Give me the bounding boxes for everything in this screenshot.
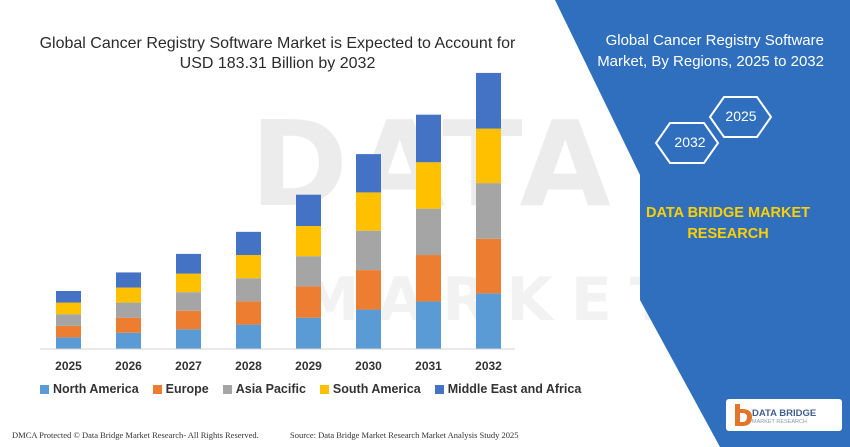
legend-item-2: Asia Pacific: [222, 382, 306, 396]
chart-title-line1: Global Cancer Registry Software Market i…: [39, 35, 516, 52]
bar-2028-series-3: [236, 255, 261, 279]
brand-line2: RESEARCH: [687, 226, 769, 242]
bar-2030-series-0: [356, 309, 381, 349]
legend-swatch-2: [222, 384, 232, 394]
bar-2031-series-1: [416, 255, 441, 302]
bar-2029-series-0: [296, 317, 321, 349]
bar-2026-series-1: [116, 317, 141, 333]
panel-title-line1: Global Cancer Registry Software: [605, 32, 824, 49]
hexagon-2032-shape: [654, 122, 720, 164]
bar-2029-series-1: [296, 286, 321, 318]
x-tick-label-2025: 2025: [55, 359, 82, 373]
bar-2025-series-4: [56, 291, 81, 303]
legend-item-0: North America: [40, 382, 139, 396]
hexagon-2032-label: 2032: [674, 134, 706, 150]
bar-2027-series-1: [176, 310, 201, 330]
bar-2027-series-3: [176, 273, 201, 293]
bar-2027-series-4: [176, 253, 201, 274]
footer-copyright: DMCA Protected © Data Bridge Market Rese…: [12, 430, 259, 440]
bars-group: [56, 72, 501, 349]
bar-2025-series-3: [56, 302, 81, 315]
bar-2028-series-2: [236, 278, 261, 302]
legend-label-2: Asia Pacific: [235, 382, 306, 396]
bar-2031-series-3: [416, 162, 441, 209]
x-tick-label-2026: 2026: [115, 359, 142, 373]
logo-mark-inner-icon: [740, 413, 747, 422]
logo-subtext: MARKET RESEARCH: [752, 419, 807, 425]
bar-2027-series-0: [176, 329, 201, 349]
bar-2032-series-1: [476, 238, 501, 294]
brand-line1: DATA BRIDGE MARKET: [645, 205, 811, 221]
bar-2029-series-3: [296, 226, 321, 257]
legend-swatch-1: [152, 384, 162, 394]
logo-text: DATA BRIDGE: [752, 408, 817, 419]
legend-swatch-4: [434, 384, 444, 394]
bar-2032-series-4: [476, 72, 501, 129]
bar-2030-series-4: [356, 154, 381, 193]
x-tick-label-2029: 2029: [295, 359, 322, 373]
bar-2030-series-2: [356, 230, 381, 271]
bar-2025-series-0: [56, 337, 81, 349]
legend-label-0: North America: [53, 382, 139, 396]
bar-2029-series-2: [296, 256, 321, 287]
bar-2026-series-2: [116, 302, 141, 318]
bar-2030-series-1: [356, 270, 381, 310]
bar-2031-series-4: [416, 114, 441, 163]
bar-2027-series-2: [176, 292, 201, 311]
bar-2026-series-3: [116, 287, 141, 303]
legend: North America Europe Asia Pacific South Ame…: [40, 382, 581, 396]
hexagon-2025-shape: [708, 96, 773, 138]
hexagon-2025-label: 2025: [725, 108, 757, 124]
bar-2026-series-0: [116, 332, 141, 349]
legend-label-1: Europe: [165, 382, 209, 396]
bar-2031-series-2: [416, 208, 441, 256]
x-tick-label-2032: 2032: [475, 359, 502, 373]
x-axis-labels: 2025 2026 2027 2028 2029 2030 2031 2032: [55, 359, 502, 373]
panel-title-line2: Market, By Regions, 2025 to 2032: [597, 53, 824, 70]
legend-swatch-0: [40, 384, 49, 394]
legend-item-4: Middle East and Africa: [434, 382, 582, 396]
legend-label-4: Middle East and Africa: [447, 382, 582, 396]
chart-title-line2: USD 183.31 Billion by 2032: [179, 55, 376, 72]
bar-2032-series-0: [476, 293, 501, 349]
x-tick-label-2028: 2028: [235, 359, 262, 373]
x-tick-label-2027: 2027: [175, 359, 202, 373]
legend-item-1: Europe: [152, 382, 209, 396]
bar-2030-series-3: [356, 192, 381, 231]
legend-swatch-3: [319, 384, 329, 394]
bar-2029-series-4: [296, 194, 321, 227]
bar-2028-series-0: [236, 324, 261, 349]
x-tick-label-2030: 2030: [355, 359, 382, 373]
bar-2026-series-4: [116, 272, 141, 288]
bar-2028-series-4: [236, 231, 261, 256]
logo-box: [726, 399, 842, 431]
bar-2032-series-3: [476, 128, 501, 184]
bar-2028-series-1: [236, 301, 261, 325]
legend-label-3: South America: [332, 382, 421, 396]
bar-2025-series-1: [56, 325, 81, 338]
bar-2025-series-2: [56, 314, 81, 326]
bar-2032-series-2: [476, 183, 501, 239]
legend-item-3: South America: [319, 382, 421, 396]
bar-2031-series-0: [416, 301, 441, 349]
x-tick-label-2031: 2031: [415, 359, 442, 373]
footer-source: Source: Data Bridge Market Research Mark…: [290, 430, 519, 440]
panel-background: [555, 0, 850, 447]
